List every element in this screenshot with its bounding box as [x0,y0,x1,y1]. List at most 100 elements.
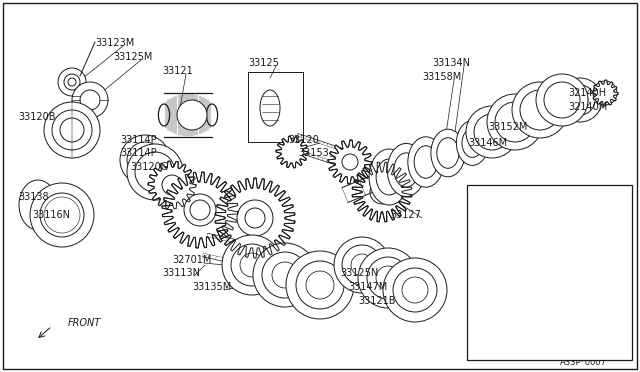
Circle shape [262,252,308,298]
Ellipse shape [408,137,444,187]
Circle shape [544,82,580,118]
Circle shape [58,68,86,96]
Text: 38214M: 38214M [530,198,569,208]
Circle shape [44,102,100,158]
Text: 33116N: 33116N [32,210,70,220]
Circle shape [127,142,163,178]
Circle shape [558,78,602,122]
Text: A33P*0007: A33P*0007 [560,358,607,367]
Circle shape [367,257,409,299]
Text: 33152M: 33152M [488,122,527,132]
Circle shape [508,246,552,290]
Circle shape [60,118,84,142]
Circle shape [162,175,182,195]
Circle shape [127,144,183,200]
Circle shape [474,114,510,150]
Circle shape [565,85,595,115]
Ellipse shape [260,90,280,126]
Ellipse shape [159,104,170,126]
Circle shape [599,87,611,99]
Bar [248,72,303,142]
Text: 33157M: 33157M [582,248,621,258]
Circle shape [393,268,437,312]
Text: 32140H: 32140H [568,88,606,98]
Circle shape [184,194,216,226]
Text: 33121B: 33121B [358,296,396,306]
Text: 33120: 33120 [288,135,319,145]
Circle shape [240,253,264,277]
Text: 33113N: 33113N [162,268,200,278]
Text: 33135M: 33135M [192,282,231,292]
Circle shape [383,258,447,322]
Circle shape [50,203,74,227]
Text: 33114P: 33114P [120,148,157,158]
Circle shape [342,154,358,170]
Circle shape [64,74,80,90]
Circle shape [72,82,108,118]
Circle shape [306,271,334,299]
Circle shape [231,244,273,286]
Ellipse shape [387,143,425,196]
Circle shape [593,81,617,105]
Circle shape [30,183,94,247]
Text: 33121: 33121 [162,66,193,76]
Circle shape [44,197,80,233]
Polygon shape [482,220,578,316]
Circle shape [177,100,207,130]
Ellipse shape [456,121,488,166]
Circle shape [351,254,373,276]
Circle shape [334,237,390,293]
Text: 33114P: 33114P [120,135,157,145]
Circle shape [358,248,418,308]
Ellipse shape [437,138,459,168]
Circle shape [512,292,544,324]
Circle shape [52,110,92,150]
Text: 33127: 33127 [390,210,421,220]
Text: 33120B: 33120B [18,112,56,122]
Circle shape [245,208,265,228]
Circle shape [572,92,588,108]
Ellipse shape [206,104,218,126]
Text: 32701M: 32701M [172,255,211,265]
Text: 33120G: 33120G [130,162,168,172]
Polygon shape [328,140,372,184]
Circle shape [523,303,533,313]
Polygon shape [352,162,412,222]
Polygon shape [162,172,238,248]
Circle shape [120,135,170,185]
Circle shape [512,82,568,138]
Text: 32140M: 32140M [568,102,607,112]
Circle shape [495,102,535,142]
Ellipse shape [414,146,438,178]
Circle shape [402,277,428,303]
Circle shape [576,240,620,284]
Text: 33123M: 33123M [95,38,134,48]
Circle shape [296,261,344,309]
Bar [467,185,632,360]
Circle shape [272,262,298,288]
Text: 33153: 33153 [298,148,329,158]
Polygon shape [592,80,618,106]
Circle shape [190,200,210,220]
Ellipse shape [431,129,465,177]
Circle shape [536,74,588,126]
Text: 33146M: 33146M [468,138,507,148]
Circle shape [68,78,76,86]
Circle shape [466,106,518,158]
Text: 33134N: 33134N [432,58,470,68]
Circle shape [518,298,538,318]
Text: 33125M: 33125M [113,52,152,62]
Circle shape [253,243,317,307]
Circle shape [520,90,560,130]
Ellipse shape [394,153,419,187]
Text: FRONT: FRONT [68,318,101,328]
Text: 33125N: 33125N [340,268,378,278]
Circle shape [286,251,354,319]
Text: 33125: 33125 [248,58,279,68]
Ellipse shape [369,149,409,205]
Circle shape [237,200,273,236]
Circle shape [80,90,100,110]
Circle shape [222,235,282,295]
Circle shape [518,256,542,280]
Text: 33158M: 33158M [422,72,461,82]
